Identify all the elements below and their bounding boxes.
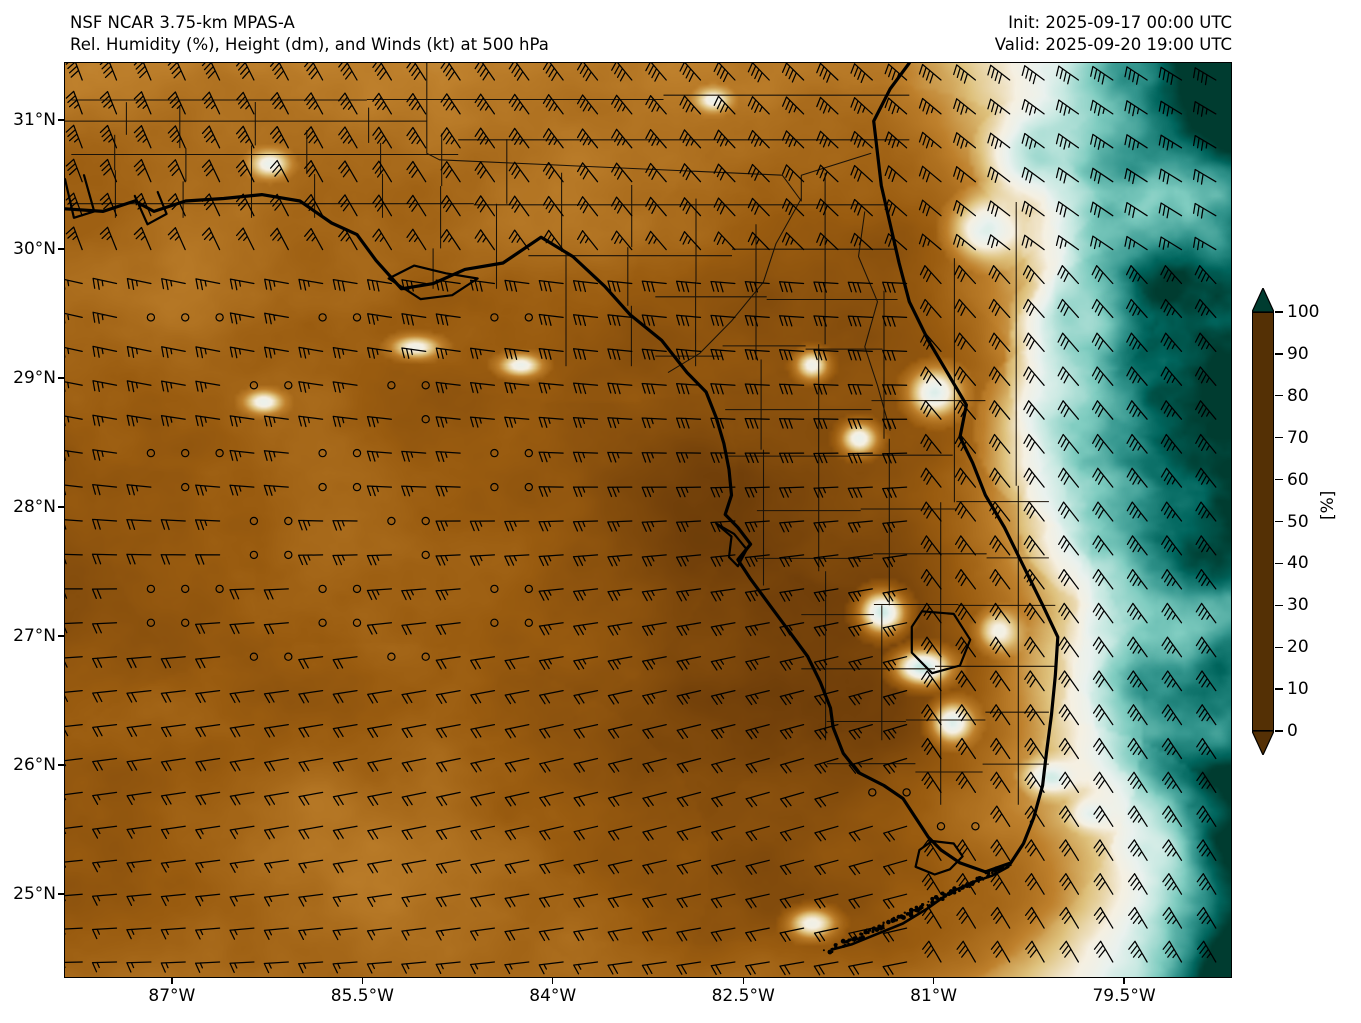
colorbar-tick-label: 10 <box>1287 679 1309 699</box>
colorbar-tick-mark <box>1275 730 1283 731</box>
longitude-tick-label: 81°W <box>910 986 957 1006</box>
latitude-tick-label: 29°N <box>13 368 56 388</box>
colorbar-min-extend-arrow <box>1252 731 1274 755</box>
colorbar-tick-label: 100 <box>1287 302 1319 322</box>
longitude-tick-mark <box>743 978 744 984</box>
colorbar-gradient <box>1252 312 1274 731</box>
model-title: NSF NCAR 3.75-km MPAS-A Rel. Humidity (%… <box>70 12 549 56</box>
latitude-tick-label: 28°N <box>13 497 56 517</box>
latitude-tick-label: 25°N <box>13 884 56 904</box>
colorbar-unit-label: [%] <box>1318 491 1338 520</box>
init-time-label: Init: 2025-09-17 00:00 UTC <box>1008 13 1232 32</box>
valid-time-label: Valid: 2025-09-20 19:00 UTC <box>995 35 1232 54</box>
latitude-tick-mark <box>58 248 64 249</box>
colorbar-tick-mark <box>1275 353 1283 354</box>
longitude-tick-label: 79.5°W <box>1092 986 1155 1006</box>
colorbar-tick-mark <box>1275 647 1283 648</box>
colorbar-tick-mark <box>1275 605 1283 606</box>
latitude-tick-mark <box>58 764 64 765</box>
latitude-tick-mark <box>58 893 64 894</box>
colorbar-tick-mark <box>1275 437 1283 438</box>
colorbar-tick-mark <box>1275 521 1283 522</box>
colorbar-tick-mark <box>1275 395 1283 396</box>
longitude-tick-label: 84°W <box>529 986 576 1006</box>
model-field-line: Rel. Humidity (%), Height (dm), and Wind… <box>70 35 549 54</box>
colorbar-tick-label: 0 <box>1287 721 1298 741</box>
latitude-tick-label: 26°N <box>13 755 56 775</box>
weather-map-figure: NSF NCAR 3.75-km MPAS-A Rel. Humidity (%… <box>0 0 1361 1023</box>
latitude-tick-label: 27°N <box>13 626 56 646</box>
colorbar[interactable] <box>1250 288 1276 752</box>
humidity-shading-layer <box>65 63 1232 978</box>
longitude-tick-mark <box>1123 978 1124 984</box>
latitude-tick-mark <box>58 119 64 120</box>
colorbar-tick-mark <box>1275 688 1283 689</box>
latitude-tick-label: 31°N <box>13 110 56 130</box>
longitude-tick-mark <box>362 978 363 984</box>
longitude-tick-label: 87°W <box>148 986 195 1006</box>
colorbar-tick-mark <box>1275 311 1283 312</box>
longitude-tick-mark <box>933 978 934 984</box>
colorbar-tick-label: 20 <box>1287 637 1309 657</box>
longitude-tick-mark <box>552 978 553 984</box>
longitude-tick-mark <box>171 978 172 984</box>
colorbar-tick-label: 30 <box>1287 595 1309 615</box>
latitude-tick-mark <box>58 506 64 507</box>
colorbar-tick-mark <box>1275 563 1283 564</box>
colorbar-tick-mark <box>1275 479 1283 480</box>
colorbar-tick-label: 50 <box>1287 512 1309 532</box>
latitude-tick-label: 30°N <box>13 239 56 259</box>
longitude-tick-label: 85.5°W <box>331 986 394 1006</box>
latitude-tick-mark <box>58 377 64 378</box>
colorbar-max-extend-arrow <box>1252 288 1274 312</box>
colorbar-tick-label: 70 <box>1287 428 1309 448</box>
colorbar-tick-label: 80 <box>1287 386 1309 406</box>
longitude-tick-label: 82.5°W <box>712 986 775 1006</box>
map-plot-area[interactable] <box>64 62 1232 978</box>
latitude-tick-mark <box>58 635 64 636</box>
valid-time-block: Init: 2025-09-17 00:00 UTC Valid: 2025-0… <box>995 12 1232 56</box>
colorbar-tick-label: 90 <box>1287 344 1309 364</box>
colorbar-tick-label: 60 <box>1287 470 1309 490</box>
colorbar-tick-label: 40 <box>1287 553 1309 573</box>
model-name-line: NSF NCAR 3.75-km MPAS-A <box>70 13 295 32</box>
